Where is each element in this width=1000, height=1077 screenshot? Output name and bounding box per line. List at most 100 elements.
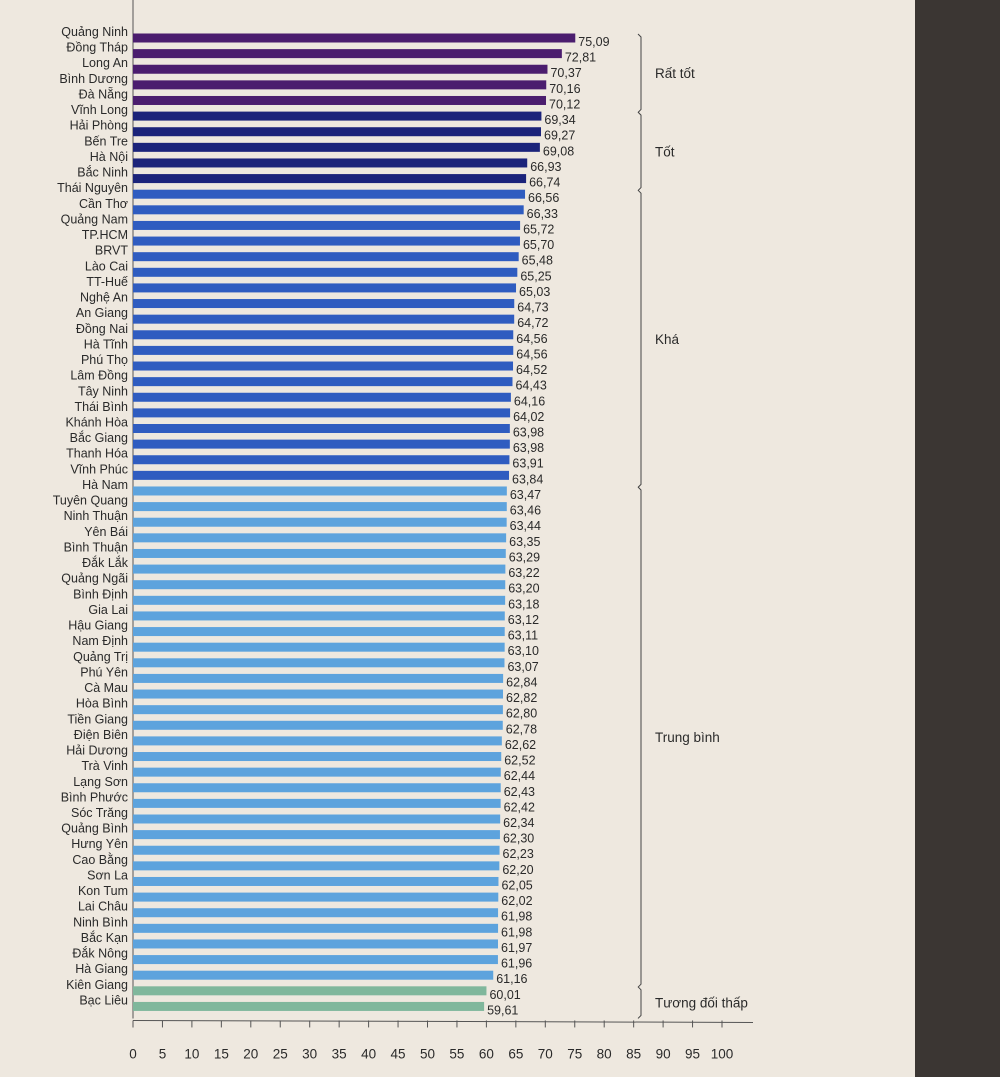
category-label: Nam Định — [72, 634, 128, 648]
bar-11 — [133, 205, 524, 215]
bar-2 — [133, 64, 548, 74]
category-label: Quảng Bình — [61, 822, 128, 836]
value-label: 61,98 — [501, 925, 532, 939]
bar-22 — [133, 377, 513, 387]
value-label: 70,37 — [550, 66, 581, 80]
category-label: Hòa Bình — [76, 697, 128, 711]
category-label: Cao Bằng — [72, 852, 128, 867]
value-label: 63,07 — [507, 660, 538, 674]
bar-34 — [133, 564, 506, 574]
x-tick-label: 0 — [129, 1046, 137, 1061]
bar-47 — [133, 767, 501, 777]
x-axis-line — [132, 1019, 754, 1023]
group-label-4: Tương đối thấp — [655, 996, 748, 1011]
category-label: Tây Ninh — [78, 384, 128, 398]
category-label: TP.HCM — [82, 228, 128, 242]
value-label: 65,70 — [523, 238, 554, 252]
bar-48 — [133, 783, 501, 793]
bar-57 — [133, 923, 499, 933]
x-tick-label: 10 — [184, 1046, 199, 1061]
x-tick-label: 45 — [391, 1046, 406, 1061]
category-label: BRVT — [95, 244, 128, 258]
bar-32 — [133, 533, 507, 543]
value-label: 62,43 — [504, 785, 535, 799]
bar-25 — [133, 424, 510, 433]
value-label: 63,18 — [508, 597, 539, 611]
value-label: 63,22 — [508, 566, 539, 580]
category-label: Trà Vinh — [81, 759, 128, 773]
value-label: 63,84 — [512, 472, 543, 486]
value-label: 63,98 — [513, 426, 544, 440]
bar-30 — [133, 502, 507, 512]
bar-1 — [133, 49, 562, 59]
bar-33 — [133, 548, 506, 558]
x-tick-label: 50 — [420, 1046, 435, 1061]
bar-10 — [133, 189, 526, 199]
value-label: 63,10 — [508, 644, 539, 658]
x-tick-label: 20 — [243, 1046, 258, 1061]
value-label: 61,16 — [496, 972, 527, 986]
bar-21 — [133, 361, 514, 371]
value-label: 64,52 — [516, 363, 547, 377]
category-label: Thanh Hóa — [66, 447, 128, 461]
bar-40 — [133, 658, 505, 668]
bar-42 — [133, 689, 504, 699]
category-label: Cần Thơ — [79, 197, 128, 211]
value-label: 64,56 — [516, 347, 547, 361]
bar-46 — [133, 752, 502, 762]
category-label: An Giang — [76, 306, 128, 320]
bar-23 — [133, 392, 511, 402]
x-tick-label: 35 — [332, 1046, 347, 1061]
value-label: 62,82 — [506, 691, 537, 705]
x-tick-label: 5 — [159, 1046, 167, 1061]
bar-7 — [133, 142, 540, 152]
value-label: 75,09 — [578, 35, 609, 49]
bar-62 — [133, 1001, 485, 1011]
category-label: Nghệ An — [80, 291, 128, 305]
category-label: Tuyên Quang — [53, 494, 128, 508]
bar-27 — [133, 455, 510, 465]
x-tick-label: 100 — [711, 1046, 734, 1061]
category-label: Hải Phòng — [70, 119, 128, 133]
bar-44 — [133, 720, 503, 730]
category-label: Hậu Giang — [68, 619, 128, 633]
value-label: 63,46 — [510, 504, 541, 518]
bar-8 — [133, 158, 528, 168]
bar-18 — [133, 314, 515, 324]
value-label: 64,56 — [516, 332, 547, 346]
bar-38 — [133, 627, 505, 637]
value-label: 69,27 — [544, 129, 575, 143]
bar-16 — [133, 283, 517, 293]
category-label: Bắc Kạn — [81, 930, 128, 945]
bar-4 — [133, 95, 547, 105]
bar-0 — [133, 33, 576, 43]
value-label: 64,02 — [513, 410, 544, 424]
bar-55 — [133, 892, 499, 902]
category-label: Ninh Thuận — [64, 509, 128, 523]
bar-29 — [133, 486, 507, 496]
group-label-0: Rất tốt — [655, 66, 695, 81]
x-tick-label: 25 — [273, 1046, 288, 1061]
category-label: Hà Nội — [90, 150, 128, 164]
x-tick-label: 90 — [656, 1046, 671, 1061]
bar-49 — [133, 798, 501, 808]
category-label: Lạng Sơn — [73, 775, 128, 789]
value-label: 66,74 — [529, 176, 560, 190]
bar-56 — [133, 908, 499, 918]
category-label: Lào Cai — [85, 259, 128, 273]
bar-51 — [133, 830, 500, 840]
category-label: Thái Bình — [74, 400, 128, 414]
category-label: Sơn La — [87, 868, 128, 882]
category-label: Phú Yên — [80, 665, 128, 679]
bar-20 — [133, 345, 514, 355]
category-label: Ninh Bình — [73, 915, 128, 929]
category-label: Yên Bái — [84, 525, 128, 539]
value-label: 64,73 — [517, 301, 548, 315]
bar-6 — [133, 127, 542, 137]
value-label: 62,34 — [503, 816, 534, 830]
bar-61 — [133, 986, 487, 996]
x-tick-label: 70 — [538, 1046, 553, 1061]
bar-36 — [133, 595, 506, 605]
group-label-1: Tốt — [655, 144, 675, 159]
category-label: Hưng Yên — [71, 837, 128, 851]
